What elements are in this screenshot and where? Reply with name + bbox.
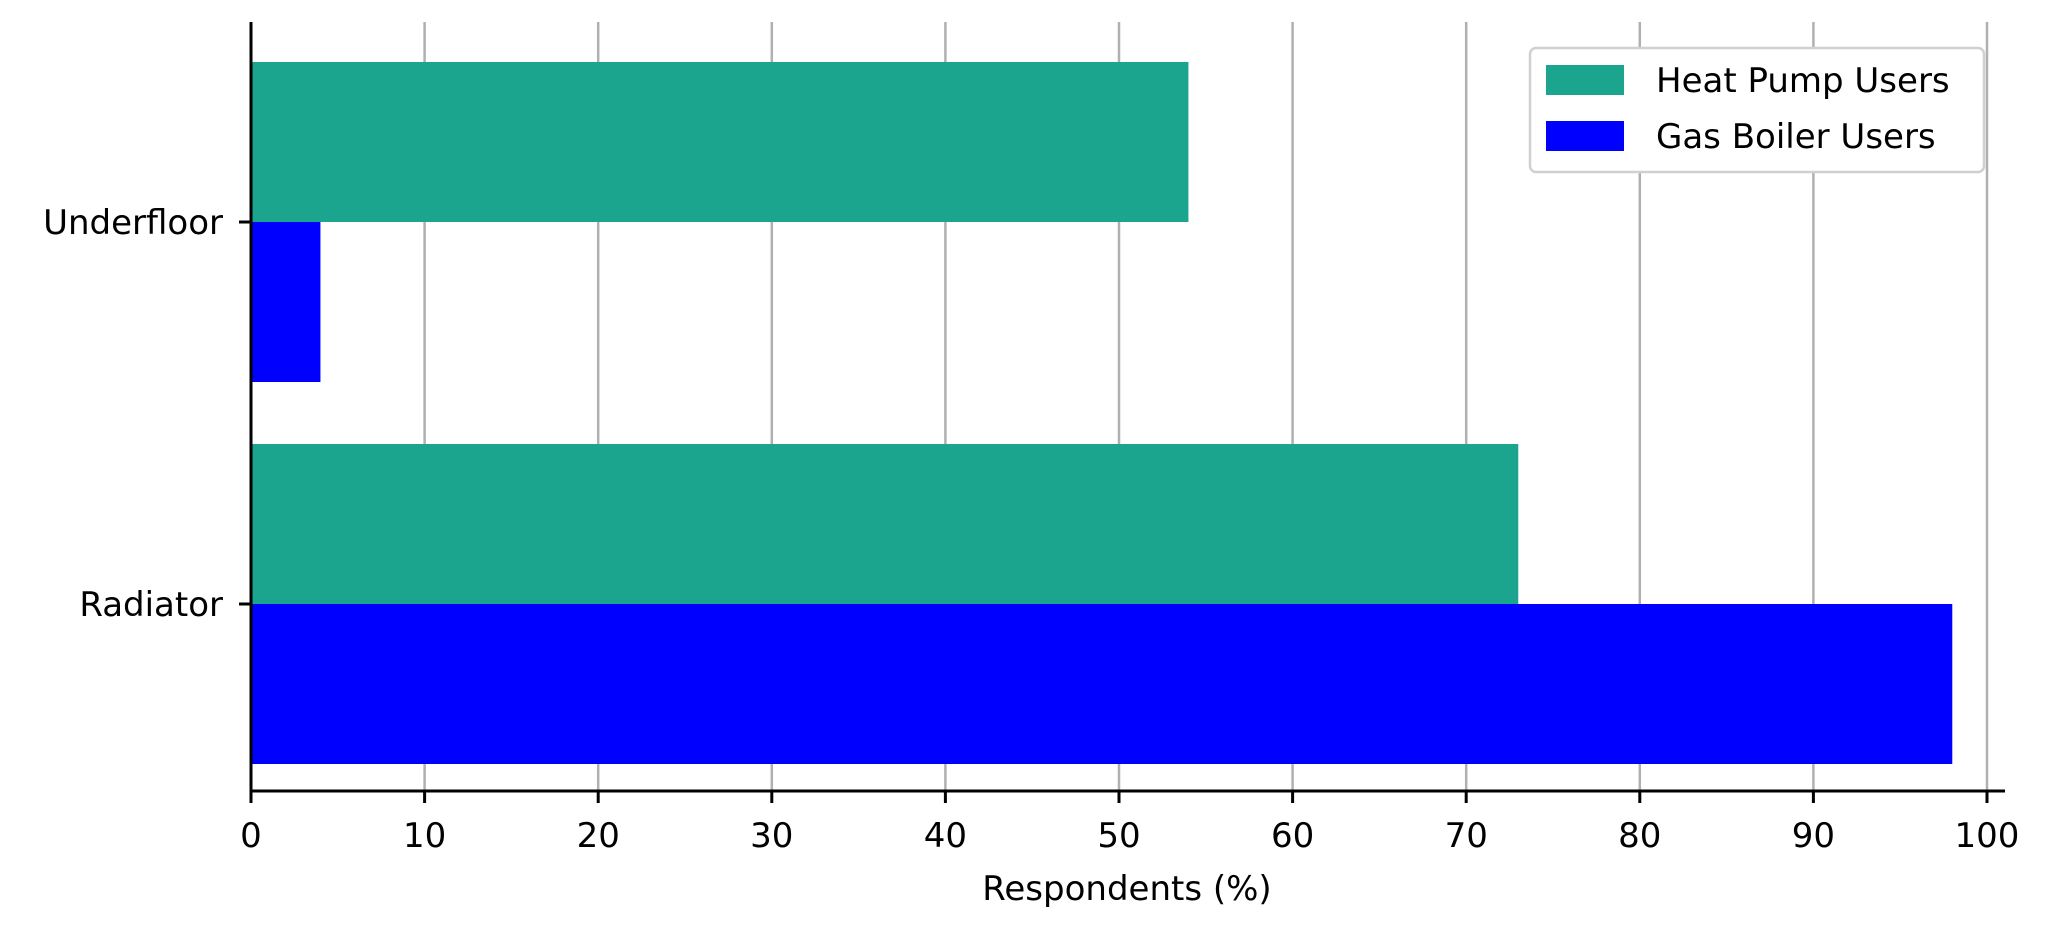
- y-ticks: Underfloor Radiator: [43, 203, 251, 625]
- x-tick-label: 80: [1618, 816, 1661, 856]
- legend-box: [1528, 46, 1986, 174]
- bar-underfloor-gas-boiler-users: [251, 222, 321, 382]
- x-tick-label: 40: [924, 816, 967, 856]
- bar-underfloor-heat-pump-users: [251, 62, 1189, 222]
- x-tick-label: 60: [1271, 816, 1314, 856]
- y-tick-label-underfloor: Underfloor: [43, 203, 223, 243]
- x-tick-label: 70: [1445, 816, 1488, 856]
- x-tick-label: 30: [750, 816, 793, 856]
- x-tick-label: 50: [1097, 816, 1140, 856]
- x-ticks: 0 10 20 30 40 50 60 70 80 90 100: [240, 791, 2019, 856]
- bars: [251, 62, 1953, 764]
- y-tick-label-radiator: Radiator: [79, 585, 223, 625]
- bar-radiator-gas-boiler-users: [251, 604, 1953, 764]
- x-axis-title: Respondents (%): [982, 869, 1271, 909]
- bar-radiator-heat-pump-users: [251, 444, 1519, 604]
- legend: Heat Pump Users Gas Boiler Users: [1528, 46, 1986, 174]
- legend-label: Heat Pump Users: [1656, 61, 1950, 101]
- x-tick-label: 10: [403, 816, 446, 856]
- x-tick-label: 20: [577, 816, 620, 856]
- legend-label: Gas Boiler Users: [1656, 117, 1936, 157]
- x-tick-label: 100: [1955, 816, 2020, 856]
- x-tick-label: 90: [1792, 816, 1835, 856]
- x-tick-label: 0: [240, 816, 262, 856]
- legend-swatch: [1546, 65, 1624, 95]
- axes: [249, 22, 2005, 793]
- legend-swatch: [1546, 121, 1624, 151]
